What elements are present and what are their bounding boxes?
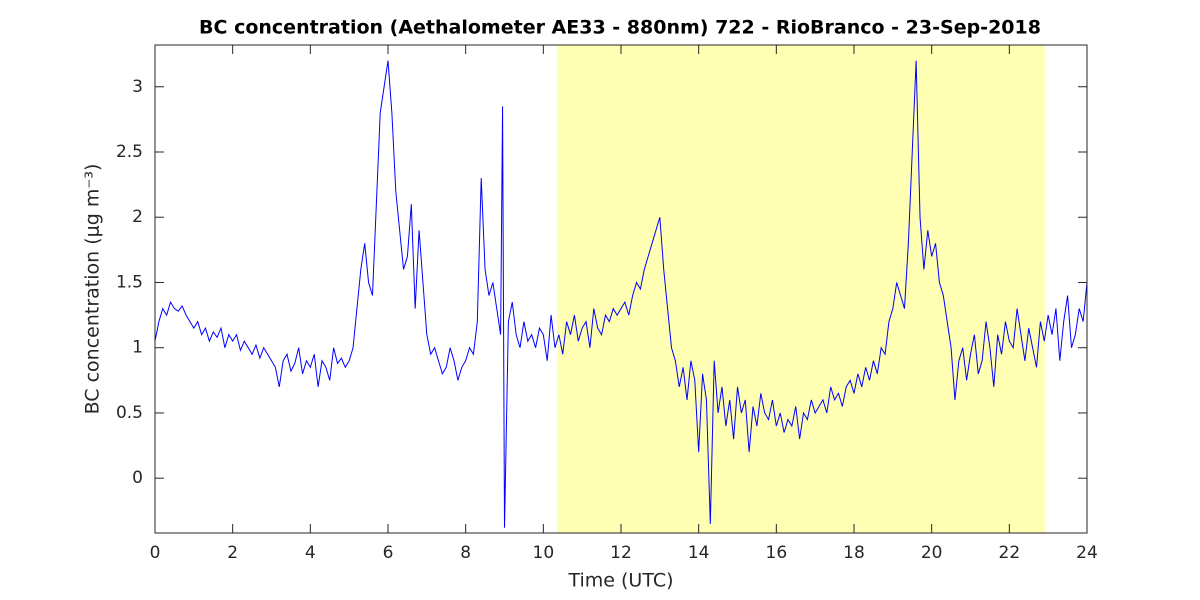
shaded-region xyxy=(556,45,1046,533)
y-tick-label: 2.5 xyxy=(116,142,143,162)
y-tick-label: 0 xyxy=(132,468,143,488)
x-tick-label: 0 xyxy=(150,543,161,563)
x-tick-label: 10 xyxy=(533,543,555,563)
x-tick-label: 6 xyxy=(383,543,394,563)
x-tick-label: 18 xyxy=(843,543,865,563)
y-axis-label: BC concentration (μg m⁻³) xyxy=(82,164,104,415)
plot-frame xyxy=(154,44,1088,534)
y-tick-label: 3 xyxy=(132,77,143,97)
y-tick-label: 2 xyxy=(132,207,143,227)
x-tick-label: 12 xyxy=(610,543,632,563)
chart-title: BC concentration (Aethalometer AE33 - 88… xyxy=(199,17,1041,39)
x-tick-label: 14 xyxy=(688,543,710,563)
x-tick-label: 24 xyxy=(1076,543,1098,563)
y-tick-label: 1.5 xyxy=(116,272,143,292)
x-tick-label: 20 xyxy=(921,543,943,563)
x-tick-label: 2 xyxy=(227,543,238,563)
x-tick-label: 22 xyxy=(999,543,1021,563)
data-line xyxy=(155,60,1087,528)
y-tick-label: 1 xyxy=(132,338,143,358)
x-tick-label: 4 xyxy=(305,543,316,563)
x-tick-label: 16 xyxy=(766,543,788,563)
y-tick-label: 0.5 xyxy=(116,403,143,423)
x-axis-label: Time (UTC) xyxy=(567,570,673,592)
x-tick-label: 8 xyxy=(460,543,471,563)
